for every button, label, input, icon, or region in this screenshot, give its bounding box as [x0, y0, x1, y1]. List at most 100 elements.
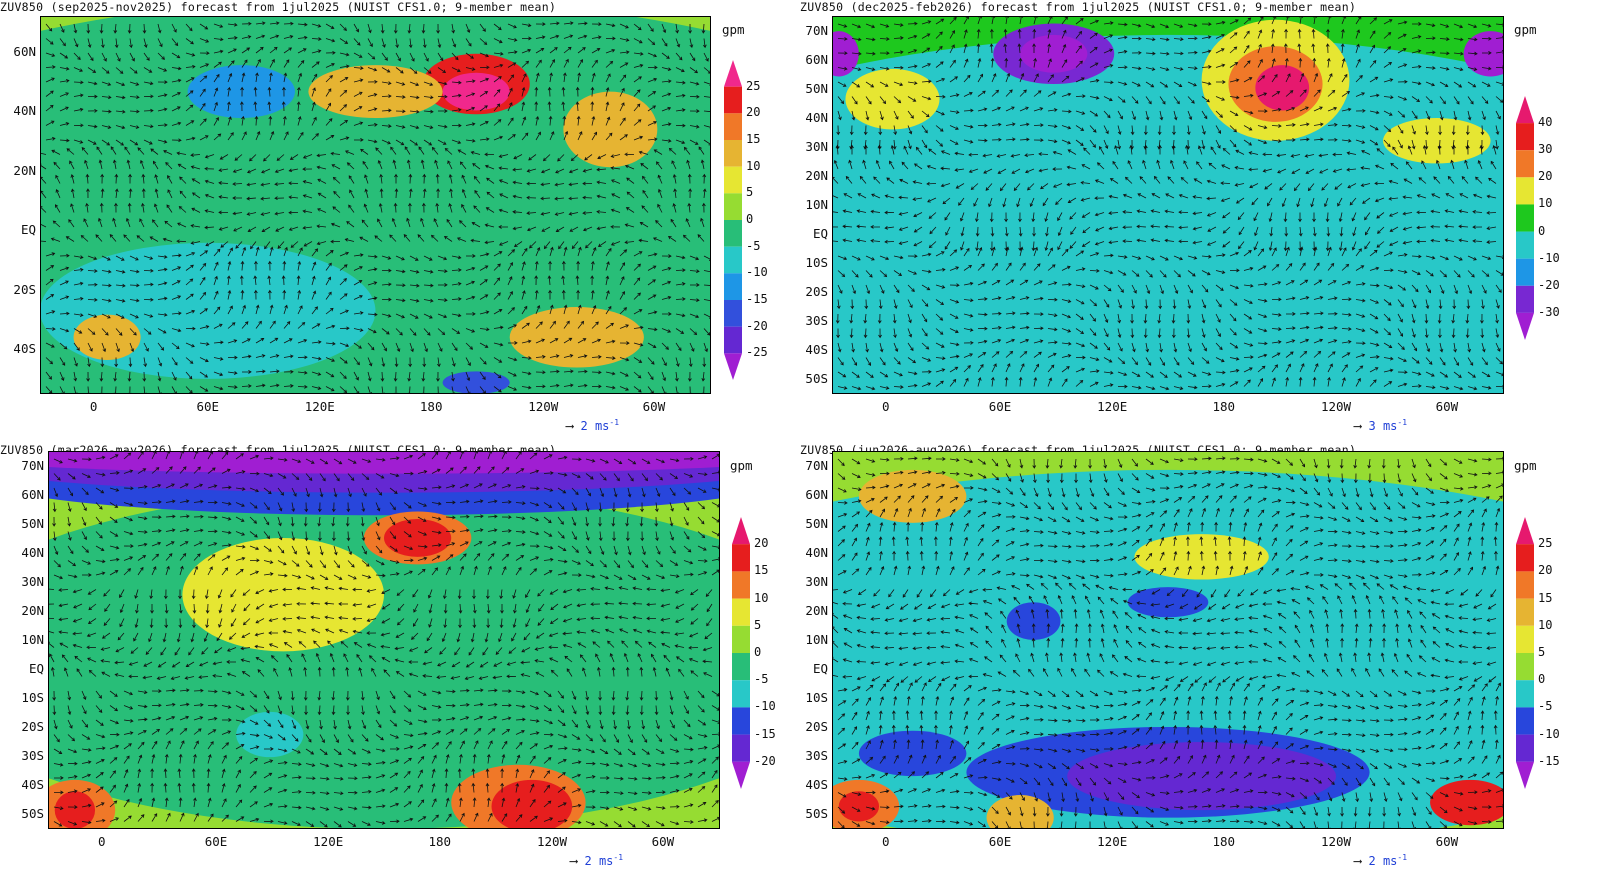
lat-tick-label: 30N	[21, 573, 44, 589]
anomaly-region	[48, 451, 720, 474]
colorbar-segment	[732, 761, 750, 789]
lat-tick-label: 40N	[805, 544, 828, 560]
colorbar	[724, 60, 742, 380]
lat-tick-label: EQ	[20, 222, 36, 238]
colorbar-label: 20	[1538, 169, 1553, 184]
wind-vector-field	[40, 21, 711, 394]
anomaly-region	[384, 519, 452, 557]
lat-tick-label: 20S	[13, 281, 36, 297]
lat-tick-label: 10S	[805, 255, 828, 271]
colorbar-segment	[732, 707, 750, 735]
map-frame	[832, 16, 1504, 394]
lat-tick-label: 40S	[13, 341, 36, 357]
lat-tick-label: 50S	[805, 806, 828, 822]
colorbar-label: 0	[746, 212, 754, 226]
lat-tick-label: 20S	[805, 284, 828, 300]
ref-vector-exp: -1	[1397, 853, 1408, 862]
colorbar-label: 10	[746, 158, 761, 173]
colorbar-segment	[1516, 123, 1534, 151]
colorbar-label: -10	[1538, 726, 1560, 741]
colorbar-label: -5	[1538, 699, 1553, 714]
lat-tick-label: 10S	[21, 690, 44, 706]
reference-vector: ⟶ 2 ms-1	[566, 418, 619, 433]
panel-son: ZUV850 (sep2025-nov2025) forecast from 1…	[0, 0, 800, 443]
colorbar-label: 15	[754, 563, 769, 578]
colorbar-segment	[724, 246, 742, 274]
colorbar-segment	[724, 300, 742, 327]
ref-vector-unit: ms	[1382, 854, 1398, 868]
colorbar-label: 30	[1538, 142, 1553, 157]
lon-tick-label: 120E	[1097, 399, 1128, 414]
colorbar-label: 0	[754, 645, 762, 659]
panel-jja: ZUV850 (jun2026-aug2026) forecast from 1…	[800, 443, 1600, 886]
wind-vector-field	[832, 16, 1504, 391]
lat-tick-label: 50N	[805, 515, 828, 531]
colorbar-segment	[1516, 285, 1534, 313]
ref-vector-unit: ms	[594, 419, 610, 433]
ref-vector-exp: -1	[613, 853, 624, 862]
anomaly-region	[1020, 34, 1088, 73]
lat-tick-label: EQ	[812, 661, 828, 677]
colorbar-label: -5	[746, 238, 761, 253]
anomaly-map	[48, 451, 720, 829]
lat-tick-label: 10N	[21, 632, 44, 647]
unit-label: gpm	[1514, 458, 1537, 473]
anomaly-region	[40, 242, 376, 379]
lat-tick-label: 20N	[805, 602, 828, 618]
lon-tick-label: 60E	[196, 399, 220, 414]
colorbar-segment	[732, 653, 750, 681]
lon-tick-label: 120W	[528, 399, 559, 414]
unit-label: gpm	[1514, 22, 1537, 37]
colorbar-segment	[1516, 150, 1534, 178]
lat-tick-label: 20S	[21, 719, 44, 735]
colorbar-segment	[724, 220, 742, 247]
anomaly-region	[236, 711, 304, 758]
lat-tick-label: 60N	[13, 43, 36, 59]
colorbar-label: 5	[754, 617, 762, 632]
anomaly-region	[442, 371, 510, 394]
colorbar	[1516, 517, 1534, 789]
lat-tick-label: 20S	[805, 719, 828, 735]
colorbar-label: 0	[1538, 672, 1546, 687]
colorbar-label: -10	[746, 265, 768, 280]
colorbar-segment	[1516, 707, 1534, 735]
ref-vector-exp: -1	[609, 418, 620, 427]
lat-tick-label: EQ	[812, 226, 828, 242]
colorbar-label: -10	[1538, 250, 1560, 265]
colorbar-segment	[1516, 571, 1534, 599]
colorbar-segment	[732, 544, 750, 572]
lon-tick-label: 120E	[1097, 834, 1128, 849]
anomaly-region	[442, 72, 510, 111]
colorbar-label: -15	[1538, 753, 1560, 768]
unit-label: gpm	[730, 458, 753, 473]
colorbar-segment	[732, 625, 750, 653]
anomaly-region	[73, 314, 141, 360]
lat-tick-label: 50S	[805, 371, 828, 387]
lon-tick-label: 120E	[313, 834, 344, 849]
anomaly-region	[1463, 31, 1504, 77]
colorbar-segment	[732, 680, 750, 708]
ref-vector-unit: ms	[1382, 419, 1398, 433]
wind-vector-field	[832, 456, 1504, 829]
lon-tick-label: 60E	[988, 399, 1012, 414]
lon-tick-label: 0	[97, 834, 106, 849]
colorbar-label: 20	[746, 105, 761, 120]
map-frame	[832, 451, 1504, 829]
colorbar-label: 20	[1538, 563, 1553, 578]
reference-vector: ⟶ 2 ms-1	[570, 853, 623, 868]
colorbar-label: -20	[746, 318, 768, 333]
colorbar-label: -15	[746, 292, 768, 306]
lat-tick-label: 40S	[805, 777, 828, 793]
colorbar-segment	[732, 571, 750, 599]
colorbar	[1516, 96, 1534, 340]
anomaly-region	[986, 794, 1054, 829]
colorbar-segment	[1516, 517, 1534, 545]
panel-title: ZUV850 (dec2025-feb2026) forecast from 1…	[800, 0, 1357, 14]
lon-tick-label: 60W	[651, 834, 675, 849]
ref-vector-value: 2	[584, 854, 592, 868]
map-frame	[48, 451, 720, 829]
lat-tick-label: 40S	[805, 342, 828, 358]
lat-tick-label: 70N	[21, 457, 44, 473]
anomaly-region	[1127, 587, 1209, 618]
colorbar-label: 15	[1538, 590, 1553, 605]
